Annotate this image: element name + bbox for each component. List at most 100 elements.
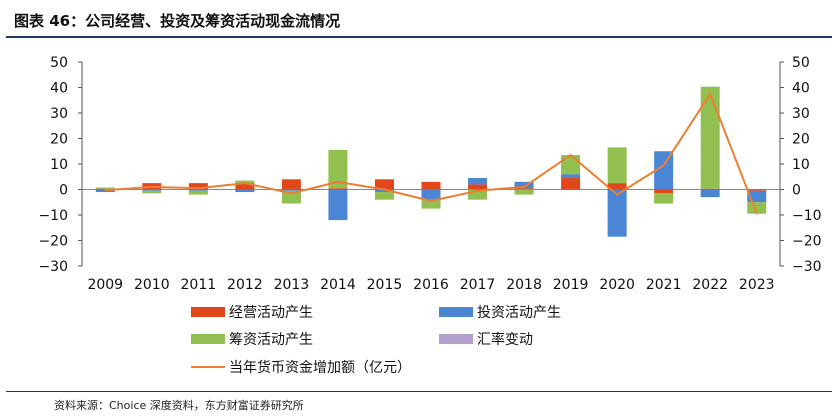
x-tick-label: 2017 — [460, 277, 496, 293]
line-point-2012 — [244, 182, 246, 184]
line-point-2014 — [337, 181, 339, 183]
bar-series3-2009 — [95, 187, 115, 189]
source-note: 资料来源：Choice 深度资料，东方财富证券研究所 — [54, 399, 304, 412]
bar-series3-2019 — [561, 155, 581, 175]
legend-label-series1: 经营活动产生 — [229, 305, 313, 321]
legend-swatch-series4 — [439, 334, 473, 344]
bar-series3-2020 — [607, 147, 627, 184]
line-point-2018 — [523, 186, 525, 188]
bar-series3-2012 — [235, 180, 255, 184]
legend-swatch-series1 — [191, 307, 225, 317]
source-rule — [6, 391, 832, 392]
y2-tick-label: 50 — [792, 55, 810, 71]
line-point-2013 — [290, 192, 293, 195]
x-tick-label: 2019 — [553, 277, 589, 293]
line-point-2016 — [430, 200, 432, 202]
x-tick-label: 2015 — [367, 277, 403, 293]
title-rule — [6, 36, 832, 38]
bar-series1-2014 — [328, 188, 348, 190]
bar-series3-2023 — [747, 202, 767, 214]
y2-tick-label: 40 — [792, 81, 810, 97]
x-tick-label: 2009 — [87, 277, 123, 293]
x-tick-label: 2010 — [134, 277, 170, 293]
bar-series2-2021 — [654, 151, 674, 190]
x-tick-label: 2023 — [739, 277, 775, 293]
y-tick-label: −30 — [38, 259, 68, 275]
bar-series1-2016 — [421, 181, 441, 190]
bar-series1-2021 — [654, 189, 674, 194]
x-tick-label: 2022 — [692, 277, 728, 293]
y-tick-label: 30 — [50, 106, 68, 122]
bar-series3-2010 — [142, 190, 162, 194]
bar-series2-2011 — [188, 189, 208, 191]
legend-label-series3: 筹资活动产生 — [229, 331, 313, 348]
x-tick-label: 2013 — [274, 277, 310, 293]
legend-label-series2: 投资活动产生 — [477, 305, 561, 321]
bar-series1-2018 — [514, 188, 534, 190]
bar-series1-2023 — [747, 189, 767, 191]
line-point-2011 — [197, 187, 200, 190]
x-tick-label: 2011 — [181, 277, 217, 293]
bar-series2-2013 — [281, 189, 301, 191]
y-tick-label: −20 — [38, 234, 68, 250]
bar-series3-2014 — [328, 149, 348, 189]
bar-series1-2012 — [235, 183, 255, 190]
x-tick-label: 2018 — [506, 277, 542, 293]
y2-tick-label: −30 — [792, 259, 822, 275]
line-point-2020 — [616, 193, 618, 196]
bar-series2-2018 — [514, 181, 534, 189]
x-tick-label: 2021 — [646, 277, 682, 293]
bar-series1-2019 — [561, 178, 581, 190]
chart-title: 图表 46：公司经营、投资及筹资活动现金流情况 — [14, 12, 341, 30]
legend-label-series4: 汇率变动 — [477, 331, 533, 348]
y2-tick-label: −20 — [792, 234, 822, 250]
y2-tick-label: 0 — [792, 183, 801, 199]
bar-series1-2013 — [281, 179, 301, 190]
line-point-2015 — [383, 188, 386, 191]
y2-tick-label: −10 — [792, 208, 822, 224]
y-tick-label: 40 — [50, 81, 68, 97]
bar-series1-2015 — [374, 179, 394, 190]
bar-series2-2019 — [561, 174, 581, 179]
bar-series1-2022 — [700, 188, 720, 190]
y2-tick-label: 30 — [792, 106, 810, 122]
bar-series3-2022 — [700, 86, 720, 189]
y-tick-label: 20 — [50, 132, 68, 148]
bar-series2-2023 — [747, 190, 767, 203]
y2-tick-label: 20 — [792, 132, 810, 148]
bar-series3-2017 — [468, 189, 488, 200]
legend-swatch-series3 — [191, 334, 225, 344]
bar-series2-2015 — [374, 189, 394, 193]
bar-series2-2017 — [468, 178, 488, 185]
line-point-2017 — [476, 189, 479, 192]
line-point-2010 — [151, 186, 153, 188]
line-point-2023 — [755, 212, 758, 215]
bar-series3-2013 — [281, 190, 301, 204]
bar-series2-2014 — [328, 189, 348, 221]
bar-series2-2012 — [235, 189, 255, 193]
y-tick-label: 10 — [50, 157, 68, 173]
bar-series3-2015 — [374, 192, 394, 200]
bar-series2-2016 — [421, 189, 441, 200]
bar-series1-2020 — [607, 183, 627, 190]
y-tick-label: 0 — [59, 183, 68, 199]
bar-series2-2020 — [607, 189, 627, 237]
line-point-2019 — [569, 154, 572, 156]
bar-series3-2018 — [514, 189, 534, 195]
bar-series3-2011 — [188, 190, 208, 195]
y2-tick-label: 10 — [792, 157, 810, 173]
legend-label-line: 当年货币资金增加额（亿元） — [229, 359, 411, 376]
bar-series1-2017 — [468, 184, 488, 190]
x-tick-label: 2020 — [599, 277, 635, 293]
bar-series1-2009 — [95, 188, 115, 190]
x-tick-label: 2014 — [320, 277, 356, 293]
y-tick-label: −10 — [38, 208, 68, 224]
line-point-2009 — [104, 189, 107, 192]
x-tick-label: 2016 — [413, 277, 449, 293]
y-tick-label: 50 — [50, 55, 68, 71]
line-point-2021 — [662, 164, 665, 167]
bar-series3-2021 — [654, 193, 674, 204]
x-tick-label: 2012 — [227, 277, 263, 293]
bar-series2-2022 — [700, 189, 720, 198]
